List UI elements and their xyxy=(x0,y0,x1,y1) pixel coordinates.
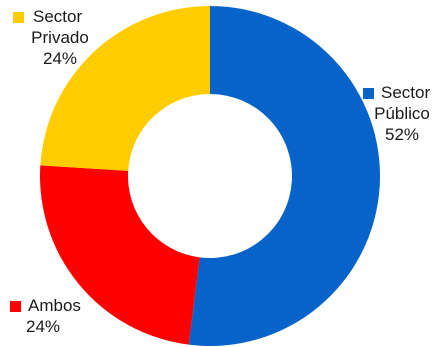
slice-sector-privado xyxy=(40,6,211,171)
legend-key-sector-publico xyxy=(363,88,374,99)
slice-value-sector-publico: 52% xyxy=(385,125,419,144)
slice-label-sector-privado: Privado xyxy=(31,28,89,47)
legend-key-ambos xyxy=(10,301,21,312)
slice-value-ambos: 24% xyxy=(26,317,60,336)
slice-sector-publico xyxy=(188,6,380,346)
slice-ambos xyxy=(40,165,200,345)
slice-value-sector-privado: 24% xyxy=(43,49,77,68)
slice-label-sector-publico: Sector xyxy=(381,83,430,102)
slice-label-sector-publico: Público xyxy=(374,104,430,123)
slice-label-ambos: Ambos xyxy=(28,296,81,315)
slice-label-sector-privado: Sector xyxy=(33,7,82,26)
legend-key-sector-privado xyxy=(13,12,24,23)
